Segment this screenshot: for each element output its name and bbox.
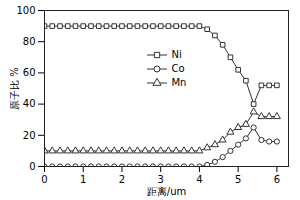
svg-text:1: 1 <box>80 174 86 185</box>
html-text:Mn: Mn <box>171 77 187 88</box>
svg-text:6: 6 <box>274 174 280 185</box>
svg-text:0: 0 <box>29 161 35 172</box>
svg-text:40: 40 <box>23 98 36 109</box>
svg-text:100: 100 <box>16 5 35 16</box>
html-text:Co: Co <box>171 63 185 74</box>
svg-text:60: 60 <box>23 67 36 78</box>
svg-text:80: 80 <box>23 36 36 47</box>
html-text:Ni: Ni <box>171 49 182 60</box>
svg-text:原子比 %: 原子比 % <box>9 67 20 110</box>
svg-text:2: 2 <box>119 174 125 185</box>
svg-text:距离/um: 距离/um <box>147 186 186 197</box>
svg-text:0: 0 <box>41 174 47 185</box>
svg-text:3: 3 <box>158 174 164 185</box>
svg-text:20: 20 <box>23 130 36 141</box>
svg-text:4: 4 <box>196 174 202 185</box>
svg-text:5: 5 <box>235 174 241 185</box>
